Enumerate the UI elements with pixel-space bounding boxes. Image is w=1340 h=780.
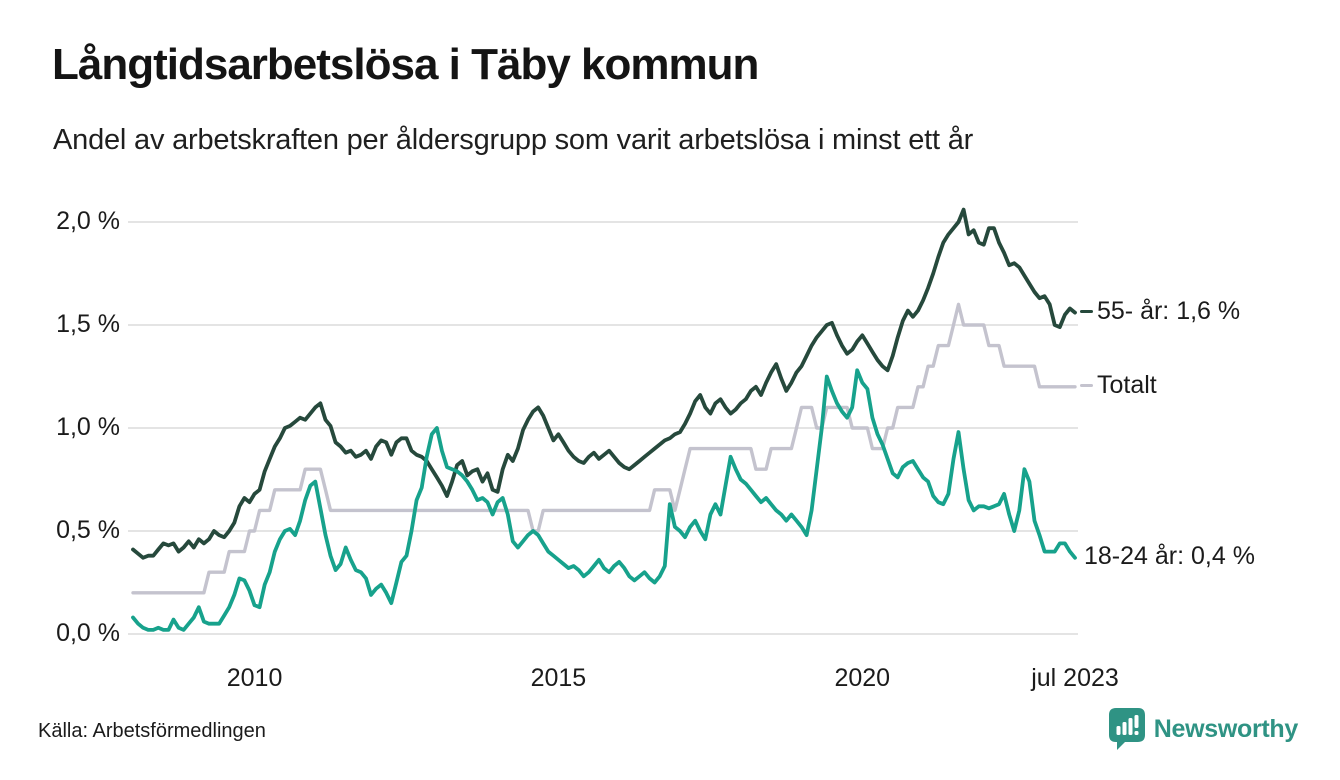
end-label-text: 55- år: 1,6 % <box>1097 296 1241 325</box>
end-label-18-24-r: 18-24 år: 0,4 % <box>1084 542 1255 571</box>
x-tick-label: jul 2023 <box>1031 664 1119 692</box>
newsworthy-logo-icon <box>1108 708 1145 750</box>
series-line-55-r <box>131 207 1077 560</box>
annotation-dash-icon <box>1080 383 1093 387</box>
y-tick-label: 0,0 % <box>56 619 120 647</box>
y-tick-label: 2,0 % <box>56 207 120 235</box>
y-tick-label: 0,5 % <box>56 516 120 544</box>
x-tick-label: 2020 <box>834 664 891 692</box>
y-tick-label: 1,5 % <box>56 310 120 338</box>
x-tick-label: 2015 <box>530 664 587 692</box>
annotation-dash-icon <box>1080 309 1093 313</box>
end-label-55-r: 55- år: 1,6 % <box>1080 297 1240 326</box>
end-label-totalt: Totalt <box>1080 371 1157 400</box>
page-title: Långtidsarbetslösa i Täby kommun <box>52 40 759 89</box>
end-label-text: 18-24 år: 0,4 % <box>1084 541 1255 570</box>
page-subtitle: Andel av arbetskraften per åldersgrupp s… <box>53 124 974 156</box>
end-label-text: Totalt <box>1097 370 1157 399</box>
newsworthy-logo: Newsworthy <box>1108 707 1298 751</box>
series-line-18-24-r <box>131 368 1077 632</box>
y-tick-label: 1,0 % <box>56 413 120 441</box>
x-tick-label: 2010 <box>226 664 283 692</box>
series-line-totalt <box>131 302 1077 595</box>
source-caption: Källa: Arbetsförmedlingen <box>38 720 266 742</box>
newsworthy-logo-text: Newsworthy <box>1153 714 1299 743</box>
